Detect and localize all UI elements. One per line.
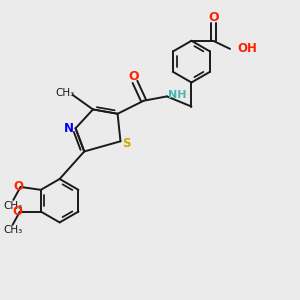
Text: O: O — [13, 205, 22, 218]
Text: CH₃: CH₃ — [55, 88, 74, 98]
Text: OH: OH — [237, 42, 257, 56]
Text: CH₃: CH₃ — [3, 225, 22, 236]
Text: CH₃: CH₃ — [4, 201, 23, 211]
Text: O: O — [13, 180, 23, 194]
Text: O: O — [208, 11, 218, 24]
Text: S: S — [123, 137, 131, 150]
Text: O: O — [129, 70, 140, 83]
Text: NH: NH — [168, 90, 186, 100]
Text: N: N — [64, 122, 74, 135]
